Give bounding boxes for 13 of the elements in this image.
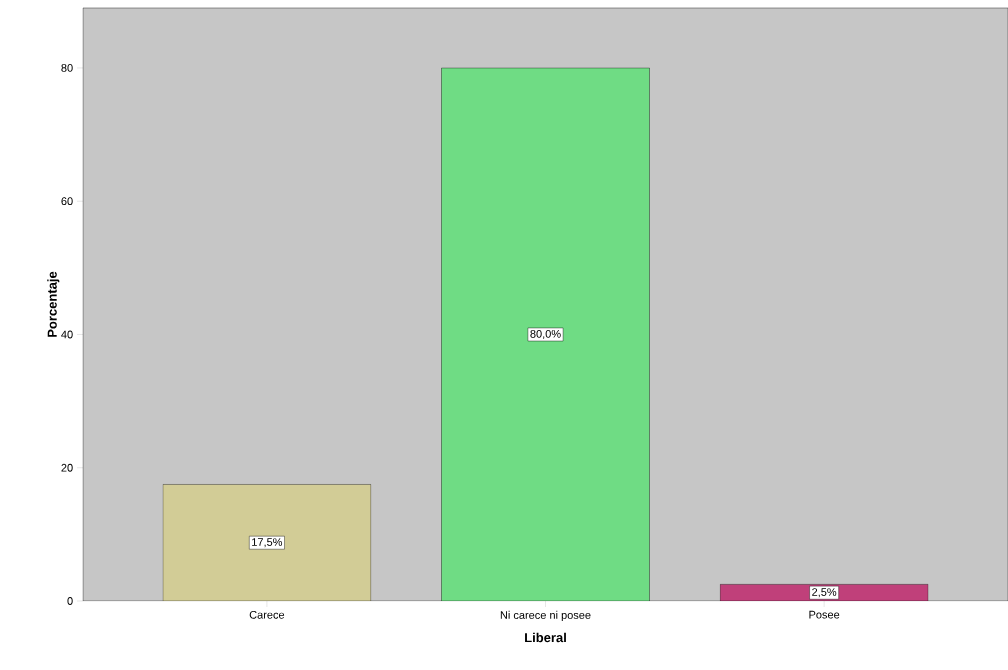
y-tick-label: 0 xyxy=(67,597,73,605)
x-tick-label: Ni carece ni posee xyxy=(500,610,591,622)
y-tick-label: 80 xyxy=(61,64,73,72)
y-tick-label: 60 xyxy=(61,197,73,206)
data-label: 80,0% xyxy=(530,329,561,340)
y-axis-title: Porcentaje xyxy=(47,271,60,337)
x-axis-title: Liberal xyxy=(525,632,566,643)
x-tick-label: Posee xyxy=(809,610,840,619)
x-tick-label: Carece xyxy=(249,610,285,619)
data-label: 2,5% xyxy=(812,588,837,598)
y-tick-label: 40 xyxy=(61,330,73,339)
y-tick-label: 20 xyxy=(61,463,73,472)
data-label: 17,5% xyxy=(252,538,283,548)
